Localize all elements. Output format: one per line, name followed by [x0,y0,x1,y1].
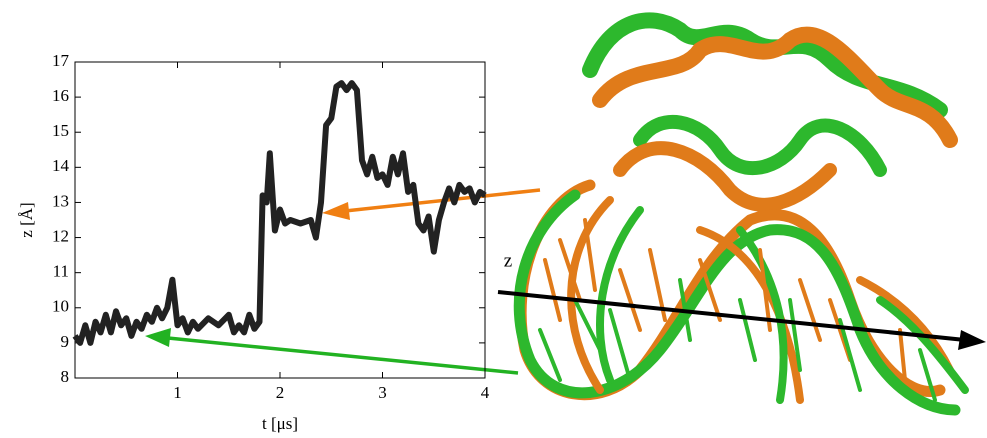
data-line [72,80,487,346]
green-arrow [167,336,519,375]
x-tick-label: 2 [276,383,285,402]
y-tick-label: 15 [52,121,69,140]
protein-render [513,12,969,416]
y-tick-label: 9 [61,332,70,351]
y-axis-label: z [Å] [17,202,36,237]
x-axis-label: t [μs] [262,414,298,433]
z-axis-arrow [497,290,966,342]
x-tick-label: 4 [481,383,490,402]
arrow-head [322,202,350,220]
y-tick-label: 14 [52,156,70,175]
y-tick-label: 16 [52,86,69,105]
z-axis-label: z [504,250,512,271]
arrow-head [958,330,986,350]
y-tick-label: 10 [52,297,69,316]
x-tick-label: 3 [378,383,387,402]
y-tick-label: 12 [52,226,69,245]
y-tick-label: 17 [52,51,70,70]
y-tick-label: 8 [61,367,70,386]
y-tick-label: 13 [52,191,69,210]
x-tick-label: 1 [173,383,182,402]
arrow-head [145,328,171,347]
y-tick-label: 11 [53,262,69,281]
